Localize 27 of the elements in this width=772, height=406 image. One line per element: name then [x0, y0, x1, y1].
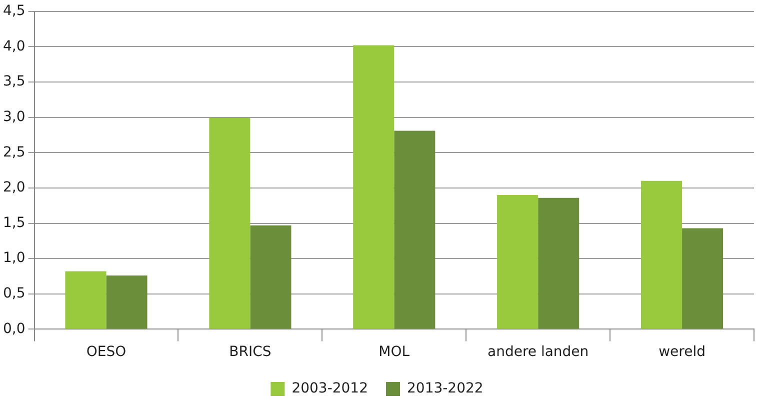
bar	[65, 271, 106, 329]
y-tick-label: 3,0	[3, 108, 26, 125]
bar	[250, 225, 292, 329]
bar	[106, 276, 148, 329]
y-tick-label: 0,5	[3, 286, 26, 302]
y-tick-label: 4,0	[3, 38, 26, 54]
y-tick-label: 2,0	[3, 180, 26, 196]
x-tick-label: andere landen	[487, 344, 589, 360]
y-tick-label: 1,0	[3, 250, 26, 266]
bar	[538, 198, 580, 329]
legend-label: 2013-2022	[407, 380, 484, 397]
bar	[353, 45, 394, 329]
bar	[641, 180, 682, 329]
bar	[497, 195, 538, 329]
y-tick-label: 4,5	[3, 3, 26, 20]
x-tick-label: MOL	[378, 344, 410, 360]
bar	[682, 228, 724, 329]
x-tick-label: BRICS	[229, 344, 272, 360]
y-tick-label: 1,5	[3, 214, 26, 231]
y-tick-label: 3,5	[3, 74, 26, 90]
x-tick-label: wereld	[658, 344, 706, 360]
x-tick-label: OESO	[86, 344, 126, 360]
bar	[209, 118, 250, 329]
y-tick-label: 0,0	[3, 320, 26, 337]
legend-label: 2003-2012	[292, 380, 368, 397]
bar	[394, 130, 436, 329]
y-tick-label: 2,5	[3, 144, 26, 160]
